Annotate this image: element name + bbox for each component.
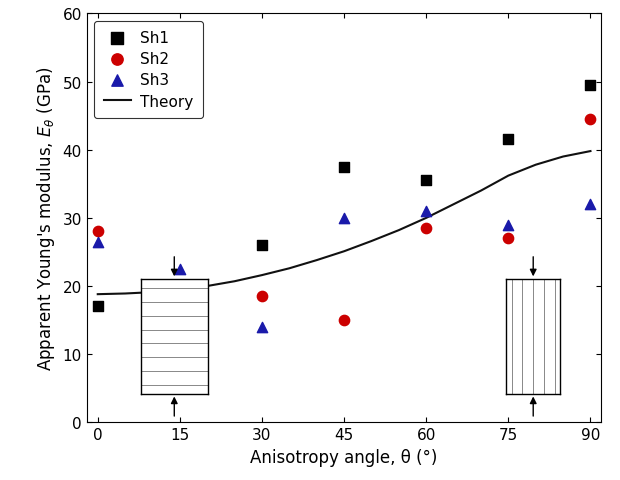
Theory (587, 149, 594, 155)
Sh2 (93, 228, 103, 236)
Y-axis label: Apparent Young's modulus, $E_{\theta}$ (GPa): Apparent Young's modulus, $E_{\theta}$ (… (35, 67, 57, 370)
Theory (450, 202, 458, 208)
Theory (340, 249, 348, 254)
Theory (203, 284, 211, 289)
Sh2 (585, 116, 595, 124)
Theory (122, 291, 129, 297)
Sh3 (503, 221, 513, 229)
Line: Theory: Theory (98, 152, 590, 295)
Sh3 (421, 208, 431, 216)
Sh3 (257, 324, 267, 331)
Sh1 (93, 303, 103, 311)
Sh1 (257, 242, 267, 250)
Sh2 (257, 293, 267, 300)
Theory (422, 216, 430, 221)
Sh1 (585, 82, 595, 90)
Sh1 (339, 164, 349, 171)
Theory (313, 258, 321, 264)
Theory (259, 273, 266, 278)
Sh3 (339, 215, 349, 222)
Theory (286, 266, 293, 272)
Sh2 (339, 317, 349, 324)
Sh3 (93, 239, 103, 246)
Sh3 (175, 265, 185, 273)
Sh3 (585, 201, 595, 209)
Sh2 (175, 310, 185, 317)
Theory (176, 287, 184, 293)
Theory (477, 188, 485, 194)
Theory (231, 279, 238, 285)
Sh1 (175, 303, 185, 311)
Theory (532, 162, 539, 168)
Theory (368, 239, 375, 244)
Sh2 (503, 235, 513, 243)
Theory (395, 228, 402, 234)
Theory (149, 289, 156, 295)
Theory (559, 155, 567, 160)
Legend: Sh1, Sh2, Sh3, Theory: Sh1, Sh2, Sh3, Theory (94, 22, 203, 119)
Theory (505, 173, 512, 179)
Sh2 (421, 225, 431, 232)
X-axis label: Anisotropy angle, θ (°): Anisotropy angle, θ (°) (250, 448, 438, 466)
Theory (94, 292, 102, 298)
Sh1 (421, 177, 431, 185)
Sh1 (503, 136, 513, 144)
